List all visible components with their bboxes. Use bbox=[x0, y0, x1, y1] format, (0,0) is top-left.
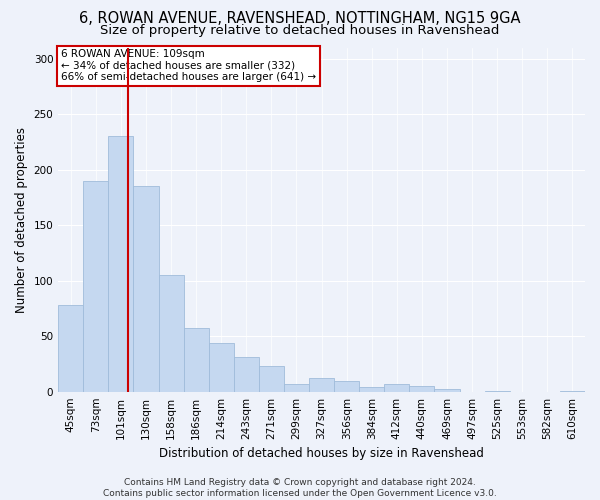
Bar bbox=[109, 136, 133, 392]
Y-axis label: Number of detached properties: Number of detached properties bbox=[15, 126, 28, 312]
Bar bbox=[334, 380, 359, 392]
Text: Size of property relative to detached houses in Ravenshead: Size of property relative to detached ho… bbox=[100, 24, 500, 37]
Bar bbox=[409, 386, 434, 392]
Bar bbox=[58, 305, 83, 392]
Text: Contains HM Land Registry data © Crown copyright and database right 2024.
Contai: Contains HM Land Registry data © Crown c… bbox=[103, 478, 497, 498]
Bar bbox=[83, 180, 109, 392]
Bar bbox=[485, 390, 510, 392]
Bar bbox=[560, 390, 585, 392]
Bar bbox=[385, 384, 409, 392]
Bar bbox=[284, 384, 309, 392]
Bar bbox=[184, 328, 209, 392]
Text: 6, ROWAN AVENUE, RAVENSHEAD, NOTTINGHAM, NG15 9GA: 6, ROWAN AVENUE, RAVENSHEAD, NOTTINGHAM,… bbox=[79, 11, 521, 26]
Bar bbox=[359, 387, 385, 392]
Bar bbox=[434, 390, 460, 392]
Text: 6 ROWAN AVENUE: 109sqm
← 34% of detached houses are smaller (332)
66% of semi-de: 6 ROWAN AVENUE: 109sqm ← 34% of detached… bbox=[61, 49, 316, 82]
X-axis label: Distribution of detached houses by size in Ravenshead: Distribution of detached houses by size … bbox=[159, 447, 484, 460]
Bar bbox=[259, 366, 284, 392]
Bar bbox=[309, 378, 334, 392]
Bar bbox=[133, 186, 158, 392]
Bar bbox=[209, 343, 234, 392]
Bar bbox=[234, 358, 259, 392]
Bar bbox=[158, 275, 184, 392]
